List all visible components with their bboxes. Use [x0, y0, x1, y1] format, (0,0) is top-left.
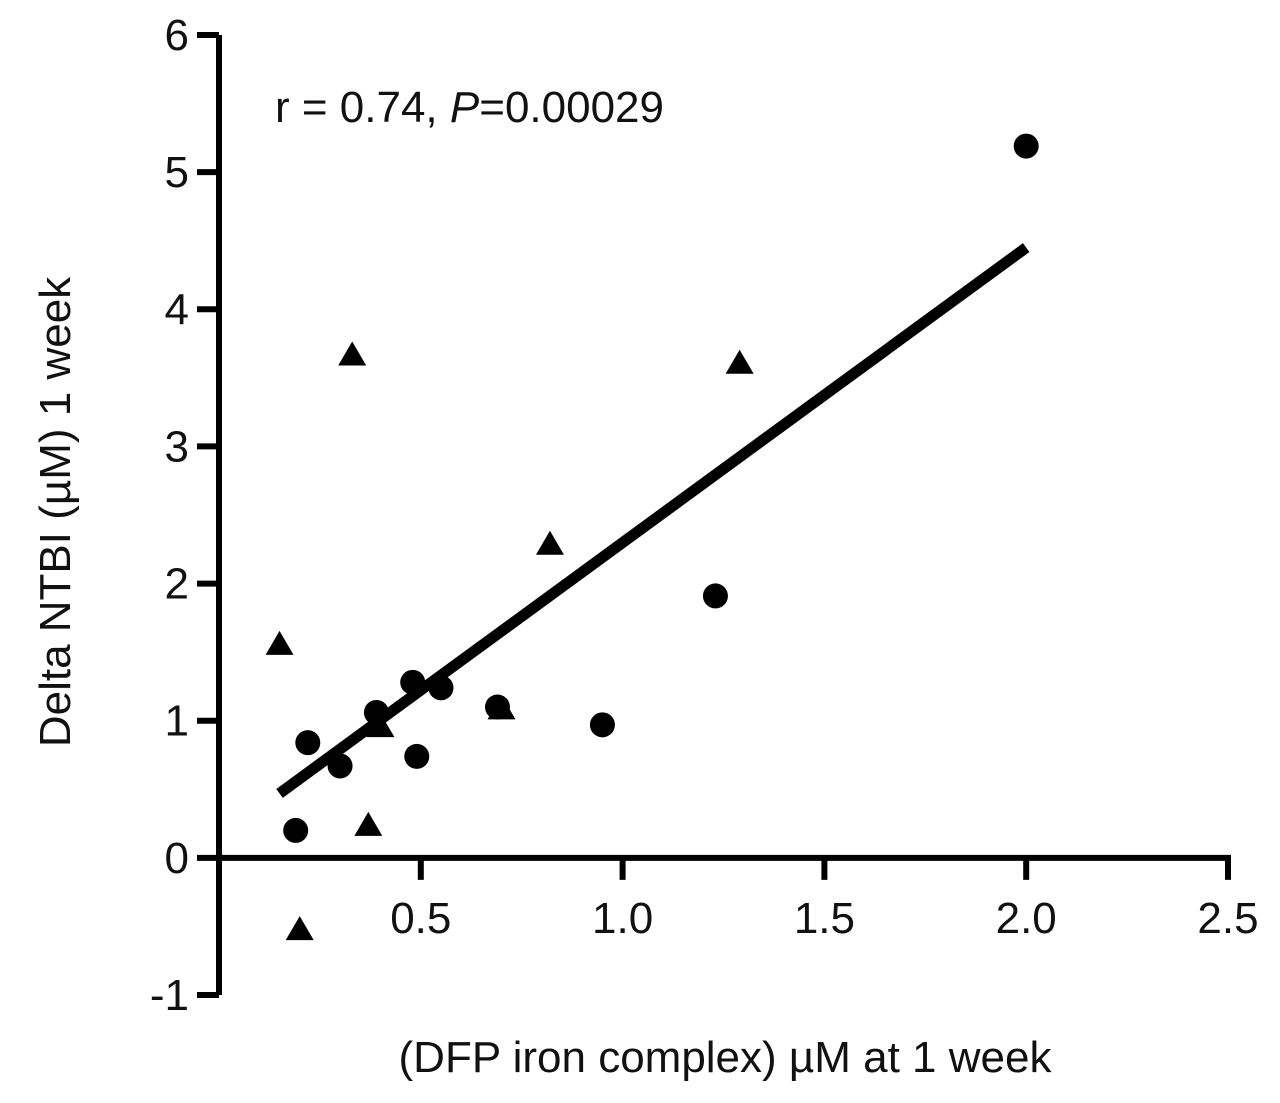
- axes: -1 0 1 2 3 4 5 6 0.5 1.0 1.5 2.0 2.5: [150, 11, 1259, 1020]
- y-tick-label: 1: [165, 697, 189, 746]
- x-tick-label: 1.5: [794, 894, 855, 943]
- data-point-circle: [327, 753, 353, 779]
- points-layer: [265, 133, 1039, 941]
- data-point-triangle: [354, 811, 383, 836]
- data-point-circle: [404, 743, 430, 769]
- data-point-circle: [1013, 133, 1039, 159]
- annotation-suffix: =0.00029: [479, 83, 664, 132]
- data-point-circle: [400, 669, 426, 695]
- x-tick-label: 0.5: [390, 894, 451, 943]
- data-point-circle: [428, 675, 454, 701]
- data-point-triangle: [535, 530, 564, 555]
- y-tick-label: -1: [150, 971, 189, 1020]
- regression-line: [276, 243, 1030, 798]
- correlation-annotation: r = 0.74, P=0.00029: [275, 83, 664, 132]
- x-axis-title: (DFP iron complex) µM at 1 week: [399, 1033, 1053, 1082]
- x-tick-label: 1.0: [592, 894, 653, 943]
- x-tick-label: 2.5: [1197, 894, 1258, 943]
- data-point-triangle: [265, 630, 294, 655]
- annotation-prefix: r = 0.74,: [275, 83, 450, 132]
- regression-layer: [276, 243, 1030, 798]
- annotation-p-italic: P: [450, 83, 480, 132]
- data-point-triangle: [487, 695, 516, 720]
- data-point-triangle: [725, 349, 754, 374]
- x-tick-label: 2.0: [996, 894, 1057, 943]
- data-point-triangle: [285, 916, 314, 941]
- data-point-circle: [283, 817, 309, 843]
- y-tick-label: 6: [165, 11, 189, 60]
- y-tick-label: 2: [165, 560, 189, 609]
- y-tick-label: 4: [165, 285, 189, 334]
- data-point-triangle: [338, 341, 367, 366]
- y-tick-label: 5: [165, 148, 189, 197]
- y-tick-label: 3: [165, 422, 189, 471]
- y-tick-label: 0: [165, 834, 189, 883]
- data-point-triangle: [366, 713, 395, 738]
- data-point-circle: [702, 583, 728, 609]
- data-point-circle: [295, 730, 321, 756]
- y-axis-title: Delta NTBI (µM) 1 week: [31, 276, 80, 747]
- data-point-circle: [589, 712, 615, 738]
